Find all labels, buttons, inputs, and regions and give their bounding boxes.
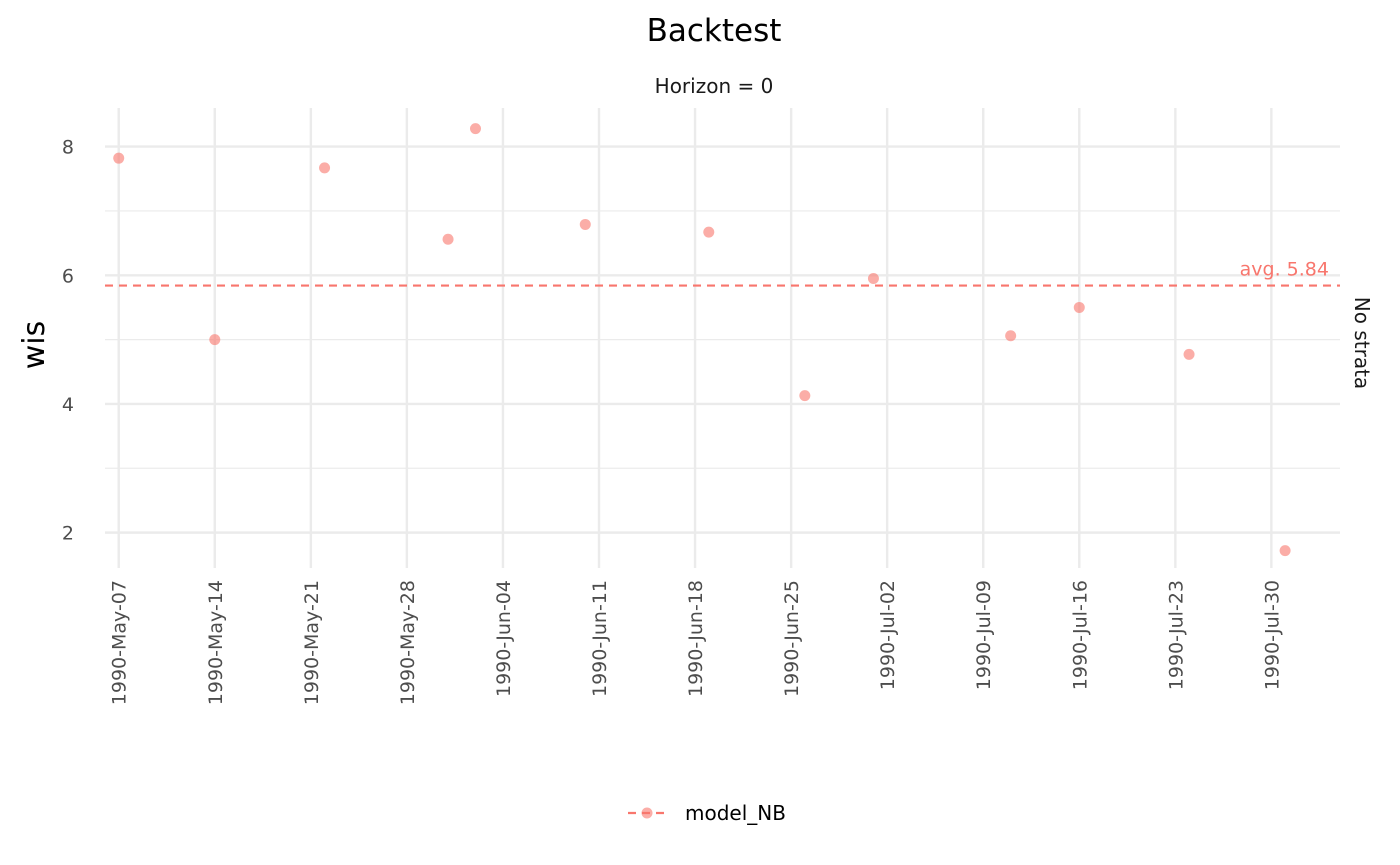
data-point — [1279, 545, 1291, 557]
x-tick-label: 1990-May-21 — [301, 580, 323, 705]
data-point — [703, 226, 715, 238]
grid — [105, 108, 1340, 568]
data-point — [209, 334, 221, 346]
average-line-group: avg. 5.84 — [105, 259, 1340, 287]
y-tick-label: 6 — [62, 265, 74, 287]
x-tick-label: 1990-Jun-25 — [781, 580, 803, 697]
x-tick-label: 1990-Jul-23 — [1165, 580, 1187, 690]
strip-label: No strata — [1350, 297, 1374, 389]
legend-label: model_NB — [685, 801, 786, 825]
y-axis-ticks: 2 4 6 8 — [62, 137, 74, 545]
average-label: avg. 5.84 — [1240, 259, 1329, 281]
x-tick-label: 1990-Jul-30 — [1261, 580, 1283, 690]
data-points — [113, 123, 1291, 557]
x-tick-label: 1990-May-28 — [397, 580, 419, 705]
x-tick-label: 1990-Jun-18 — [685, 580, 707, 697]
chart-subtitle: Horizon = 0 — [655, 74, 774, 98]
legend: model_NB — [628, 801, 786, 825]
x-axis-ticks: 1990-May-07 1990-May-14 1990-May-21 1990-Ma… — [109, 580, 1284, 705]
data-point — [442, 233, 454, 245]
data-point — [113, 152, 125, 164]
y-tick-label: 8 — [62, 137, 74, 159]
data-point — [319, 162, 331, 174]
y-tick-label: 4 — [62, 394, 74, 416]
y-axis-label: wis — [17, 321, 52, 370]
chart-title: Backtest — [647, 13, 782, 49]
x-tick-label: 1990-Jul-16 — [1069, 580, 1091, 690]
x-tick-label: 1990-Jul-02 — [877, 580, 899, 690]
x-tick-label: 1990-Jun-04 — [493, 580, 515, 697]
data-point — [579, 218, 591, 230]
data-point — [1073, 301, 1085, 313]
data-point — [470, 123, 481, 135]
data-point — [1005, 330, 1017, 342]
x-tick-label: 1990-Jun-11 — [589, 580, 611, 697]
legend-key-point — [641, 807, 653, 819]
x-tick-label: 1990-May-14 — [205, 580, 227, 705]
data-point — [1183, 348, 1195, 360]
data-point — [867, 272, 879, 284]
y-tick-label: 2 — [62, 523, 74, 545]
x-tick-label: 1990-Jul-09 — [973, 580, 995, 690]
data-point — [799, 390, 811, 402]
x-tick-label: 1990-May-07 — [109, 580, 131, 705]
